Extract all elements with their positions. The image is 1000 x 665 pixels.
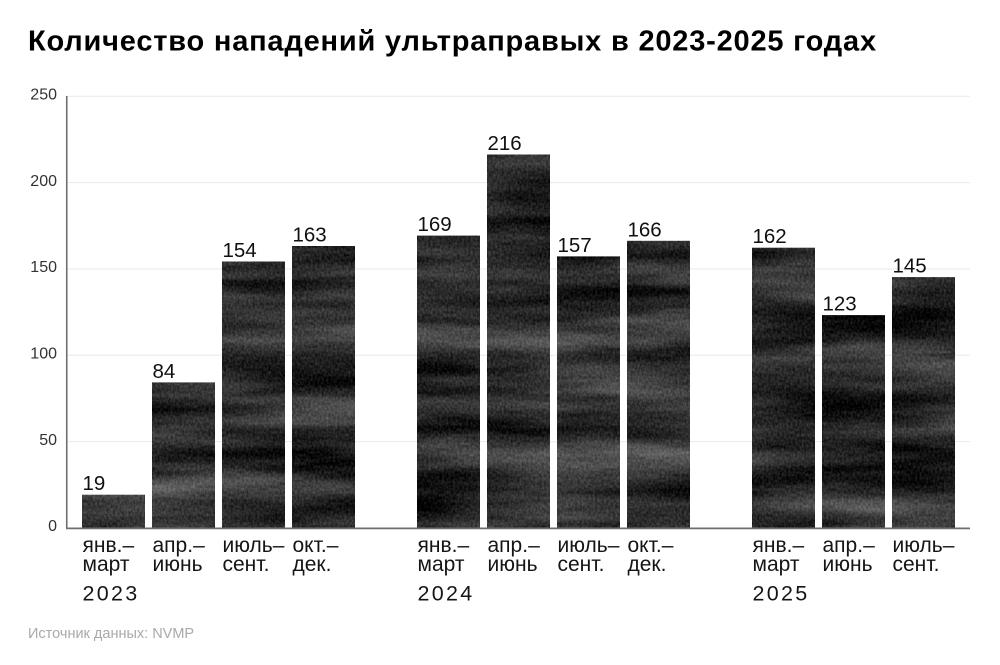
svg-text:март: март	[83, 553, 130, 576]
svg-text:июль–: июль–	[893, 534, 955, 557]
svg-text:2023: 2023	[83, 582, 140, 606]
svg-text:апр.–: апр.–	[823, 534, 876, 557]
svg-text:апр.–: апр.–	[153, 534, 206, 557]
svg-text:123: 123	[823, 293, 857, 316]
svg-text:март: март	[753, 553, 800, 576]
svg-text:янв.–: янв.–	[83, 534, 135, 557]
svg-text:145: 145	[893, 255, 927, 278]
svg-text:июнь: июнь	[153, 553, 203, 576]
svg-text:84: 84	[153, 360, 176, 383]
svg-text:2025: 2025	[753, 582, 810, 606]
svg-text:окт.–: окт.–	[293, 534, 339, 557]
svg-text:216: 216	[488, 132, 522, 155]
svg-text:150: 150	[30, 259, 57, 276]
svg-text:июнь: июнь	[488, 553, 538, 576]
svg-text:0: 0	[48, 518, 57, 535]
svg-text:сент.: сент.	[223, 553, 270, 576]
svg-text:100: 100	[30, 346, 57, 363]
svg-text:154: 154	[223, 239, 257, 262]
svg-text:162: 162	[753, 225, 787, 248]
svg-text:50: 50	[39, 432, 57, 449]
svg-text:169: 169	[418, 213, 452, 236]
svg-text:19: 19	[83, 472, 106, 495]
svg-text:июль–: июль–	[558, 534, 620, 557]
svg-text:дек.: дек.	[293, 553, 332, 576]
svg-text:сент.: сент.	[893, 553, 940, 576]
svg-text:163: 163	[293, 224, 327, 247]
svg-text:200: 200	[30, 173, 57, 190]
svg-text:окт.–: окт.–	[628, 534, 674, 557]
svg-text:Источник данных: NVMP: Источник данных: NVMP	[28, 626, 194, 642]
svg-text:2024: 2024	[418, 582, 475, 606]
svg-text:166: 166	[628, 218, 662, 241]
svg-text:250: 250	[30, 86, 57, 103]
svg-text:дек.: дек.	[628, 553, 667, 576]
svg-text:сент.: сент.	[558, 553, 605, 576]
svg-text:июнь: июнь	[823, 553, 873, 576]
svg-text:апр.–: апр.–	[488, 534, 541, 557]
svg-text:июль–: июль–	[223, 534, 285, 557]
svg-text:Количество нападений ультрапра: Количество нападений ультраправых в 2023…	[28, 26, 877, 58]
svg-text:157: 157	[558, 234, 592, 257]
svg-text:март: март	[418, 553, 465, 576]
svg-text:янв.–: янв.–	[753, 534, 805, 557]
svg-text:янв.–: янв.–	[418, 534, 470, 557]
